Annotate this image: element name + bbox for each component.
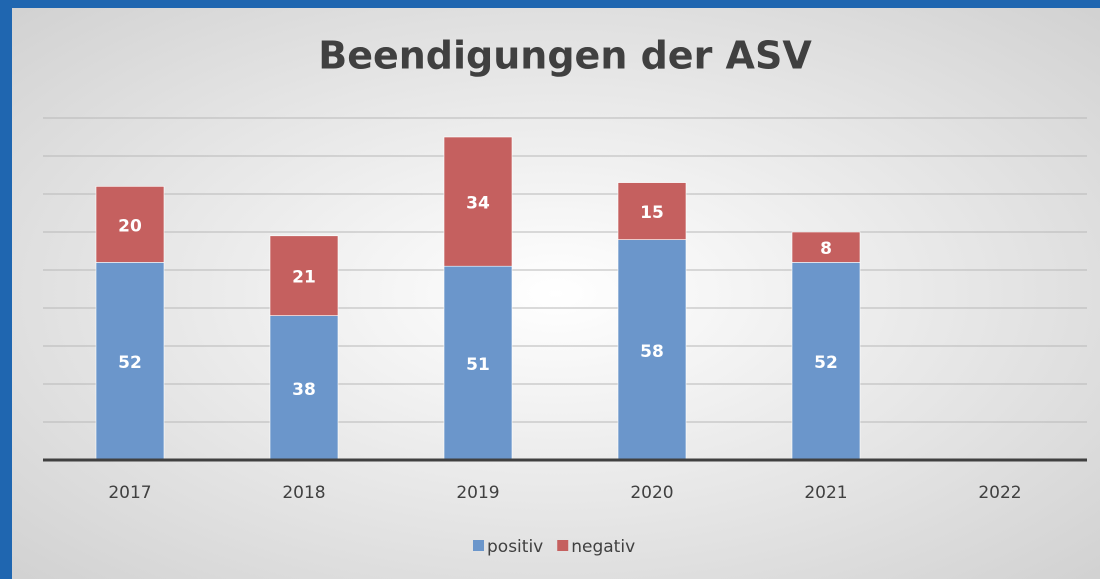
- data-label: 52: [118, 353, 142, 373]
- data-label: 58: [640, 342, 664, 362]
- data-label: 20: [118, 216, 142, 236]
- bar-segment: [791, 231, 861, 263]
- chart-title: Beendigungen der ASV: [318, 34, 812, 78]
- chart-background: [12, 8, 1100, 579]
- data-label: 52: [814, 353, 838, 373]
- data-label: 34: [466, 194, 490, 214]
- legend-label: positiv: [487, 537, 543, 557]
- bar-segment: [269, 235, 339, 316]
- data-label: 15: [640, 203, 664, 223]
- bar-segment: [95, 186, 165, 263]
- x-tick-label: 2017: [108, 483, 151, 503]
- data-label: 8: [820, 239, 832, 259]
- data-label: 38: [292, 380, 316, 400]
- bar-segment: [443, 136, 513, 267]
- x-tick-label: 2020: [630, 483, 673, 503]
- bar-segment: [95, 262, 165, 461]
- bar-segment: [791, 262, 861, 461]
- legend-swatch: [557, 540, 569, 551]
- x-tick-label: 2019: [456, 483, 499, 503]
- legend-swatch: [473, 540, 484, 551]
- bar-segment: [617, 182, 687, 240]
- x-tick-label: 2022: [978, 483, 1021, 503]
- data-label: 51: [466, 355, 490, 375]
- x-tick-label: 2021: [804, 483, 847, 503]
- data-label: 21: [292, 268, 316, 288]
- x-tick-label: 2018: [282, 483, 325, 503]
- legend-label: negativ: [571, 537, 635, 557]
